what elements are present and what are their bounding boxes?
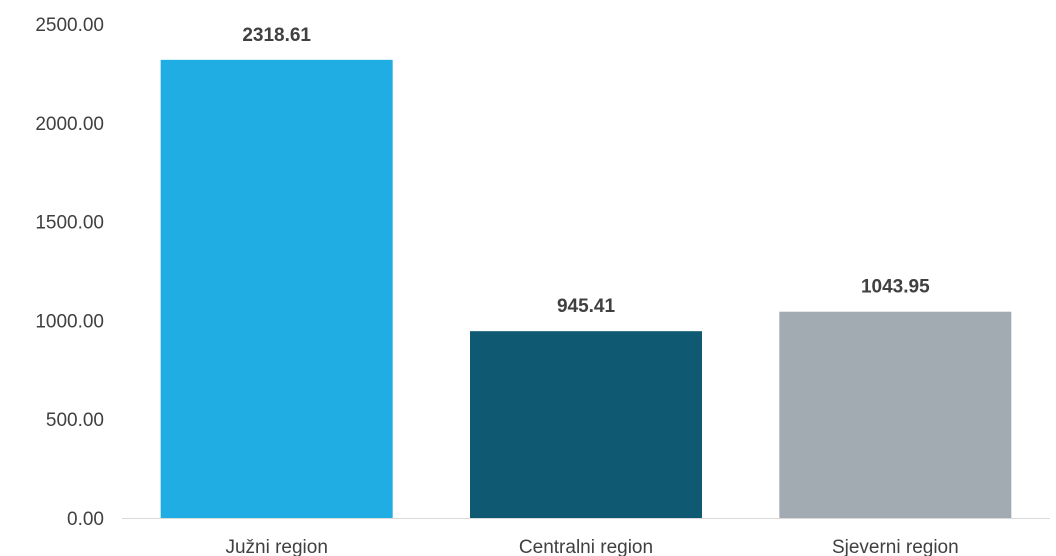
bar-1 [160,59,393,519]
y-tick-label: 1500.00 [35,213,104,234]
y-tick-label: 2500.00 [35,15,104,36]
data-label: 1043.95 [861,277,930,298]
x-axis: Južni region Centralni region Sjeverni reg… [122,518,1050,556]
data-labels-group: 2318.61 945.41 1043.95 [242,25,930,317]
bars-group [160,59,1012,519]
y-tick-label: 0.00 [67,509,104,530]
bar-2 [470,331,702,518]
y-tick-label: 2000.00 [35,114,104,135]
x-category-label: Sjeverni region [832,537,959,556]
y-tick-label: 1000.00 [35,311,104,332]
y-axis: 0.00 500.00 1000.00 1500.00 2000.00 2500.00 [35,15,104,530]
data-label: 2318.61 [242,25,311,46]
y-tick-label: 500.00 [46,410,104,431]
x-category-label: Južni region [225,537,327,556]
data-label: 945.41 [557,296,616,317]
x-category-label: Centralni region [519,537,653,556]
bar-3 [779,311,1012,518]
